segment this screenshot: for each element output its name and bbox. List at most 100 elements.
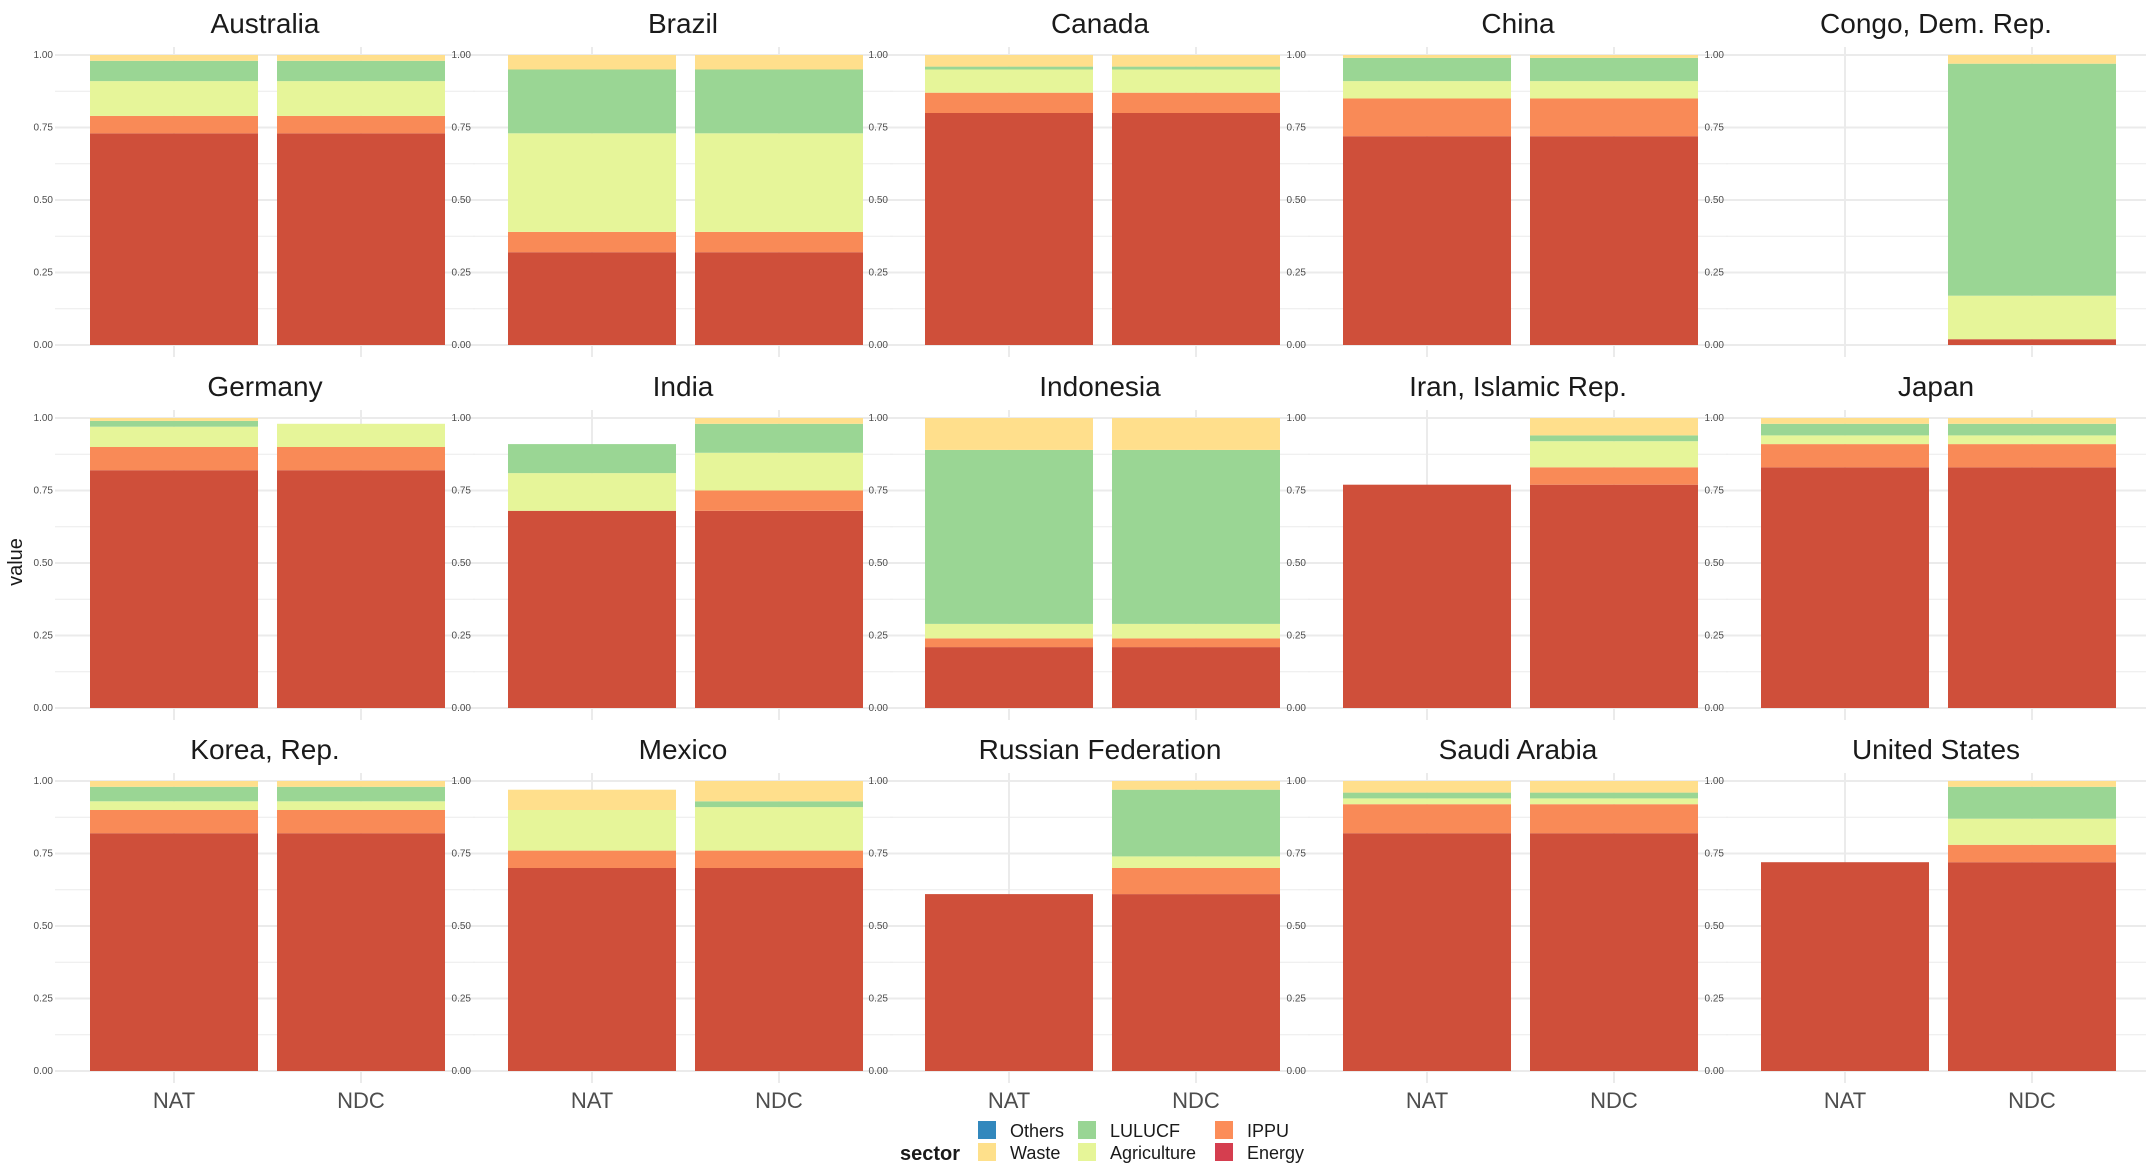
facet-panels: Australia 0.00 0.25 0.50 0.75 1.00 Brazil 0.00 0… <box>34 8 2146 1083</box>
bar-segment-energy <box>925 113 1093 345</box>
y-tick-label: 0.50 <box>869 921 889 932</box>
facet-panel: United States 0.00 0.25 0.50 0.75 1.00 <box>1705 734 2146 1083</box>
x-axis-labels: NAT NDC NAT NDC NAT NDC NAT NDC NAT NDC <box>153 1088 2056 1113</box>
y-tick-label: 0.25 <box>34 631 54 642</box>
facet-title: Brazil <box>648 8 718 39</box>
bar-segment-energy <box>1343 833 1511 1071</box>
bar-segment-lulucf <box>1948 63 2116 296</box>
facet-title: China <box>1481 8 1555 39</box>
bar-segment-agriculture <box>1112 623 1280 639</box>
facet-title: Russian Federation <box>979 734 1222 765</box>
bar-segment-lulucf <box>1530 57 1698 82</box>
facet-panel: Saudi Arabia 0.00 0.25 0.50 0.75 1.00 <box>1287 734 1728 1083</box>
y-tick-label: 1.00 <box>1287 413 1307 424</box>
bar-segment-ippu <box>1948 844 2116 863</box>
bar-segment-ippu <box>695 850 863 868</box>
facet-title: Korea, Rep. <box>190 734 339 765</box>
bar-segment-agriculture <box>90 426 258 447</box>
y-tick-label: 0.75 <box>34 486 54 497</box>
bar-segment-energy <box>1530 136 1698 345</box>
bar-segment-energy <box>1948 467 2116 708</box>
legend-label: Others <box>1010 1121 1064 1141</box>
y-tick-label: 0.25 <box>1705 631 1725 642</box>
bar-segment-waste <box>90 418 258 421</box>
y-tick-label: 0.00 <box>869 1066 889 1077</box>
y-tick-label: 0.75 <box>452 849 472 860</box>
bar-segment-agriculture <box>695 452 863 491</box>
bar-segment-agriculture <box>1948 295 2116 340</box>
facet-title: Canada <box>1051 8 1150 39</box>
y-tick-label: 0.25 <box>1287 994 1307 1005</box>
y-tick-label: 0.50 <box>452 195 472 206</box>
y-tick-label: 1.00 <box>869 50 889 61</box>
facet-panel: Korea, Rep. 0.00 0.25 0.50 0.75 1.00 <box>34 734 475 1083</box>
bar-segment-waste <box>1948 418 2116 424</box>
y-tick-label: 1.00 <box>1705 50 1725 61</box>
y-tick-label: 0.00 <box>452 1066 472 1077</box>
bar-segment-lulucf <box>695 423 863 453</box>
y-tick-label: 0.75 <box>1705 486 1725 497</box>
bar-segment-agriculture <box>1112 69 1280 93</box>
bar-segment-waste <box>277 55 445 61</box>
bar-segment-waste <box>90 55 258 61</box>
bar-segment-lulucf <box>90 60 258 82</box>
bar-segment-agriculture <box>1112 856 1280 868</box>
bar-segment-energy <box>1343 136 1511 345</box>
bar-segment-lulucf <box>1530 435 1698 442</box>
bar-segment-ippu <box>695 490 863 511</box>
x-tick-label: NDC <box>337 1088 385 1113</box>
bar-segment-agriculture <box>1948 435 2116 445</box>
bar-segment-waste <box>508 789 676 810</box>
facet-panel: Japan 0.00 0.25 0.50 0.75 1.00 <box>1705 371 2146 720</box>
bar-segment-ippu <box>1530 804 1698 834</box>
y-tick-label: 1.00 <box>1287 50 1307 61</box>
bar-segment-energy <box>1112 894 1280 1071</box>
bar-segment-agriculture <box>925 623 1093 639</box>
y-tick-label: 1.00 <box>1287 776 1307 787</box>
y-tick-label: 0.00 <box>1287 1066 1307 1077</box>
bar-segment-lulucf <box>925 66 1093 70</box>
y-tick-label: 0.50 <box>1705 558 1725 569</box>
bar-segment-energy <box>1761 467 1929 708</box>
y-tick-label: 0.25 <box>1705 994 1725 1005</box>
y-tick-label: 0.50 <box>452 558 472 569</box>
legend-label: Waste <box>1010 1143 1060 1163</box>
bar-segment-energy <box>90 833 258 1071</box>
facet-panel: Russian Federation 0.00 0.25 0.50 0.75 1.00 <box>869 734 1310 1083</box>
bar-segment-lulucf <box>277 60 445 82</box>
legend-label: Agriculture <box>1110 1143 1196 1163</box>
facet-title: Mexico <box>639 734 728 765</box>
bar-segment-agriculture <box>1530 81 1698 99</box>
y-tick-label: 0.00 <box>869 703 889 714</box>
bar-segment-ippu <box>1761 444 1929 468</box>
bar-segment-agriculture <box>1948 818 2116 845</box>
y-tick-label: 0.00 <box>452 340 472 351</box>
y-tick-label: 0.50 <box>34 558 54 569</box>
bar-segment-energy <box>695 252 863 345</box>
bar-segment-ippu <box>277 810 445 834</box>
bar-segment-agriculture <box>1343 798 1511 805</box>
y-tick-label: 0.50 <box>452 921 472 932</box>
bar-segment-agriculture <box>277 801 445 810</box>
legend-swatch <box>1078 1143 1096 1161</box>
bar-segment-agriculture <box>1761 435 1929 445</box>
bar-segment-lulucf <box>695 801 863 808</box>
bar-segment-ippu <box>1112 868 1280 895</box>
bar-segment-energy <box>1948 862 2116 1071</box>
y-tick-label: 1.00 <box>452 776 472 787</box>
facet-title: Australia <box>211 8 320 39</box>
y-tick-label: 0.25 <box>1705 268 1725 279</box>
bar-segment-energy <box>508 510 676 708</box>
facet-panel: Indonesia 0.00 0.25 0.50 0.75 1.00 <box>869 371 1310 720</box>
bar-segment-energy <box>1343 484 1511 708</box>
y-tick-label: 1.00 <box>34 413 54 424</box>
bar-segment-waste <box>1343 55 1511 58</box>
bar-segment-ippu <box>277 447 445 471</box>
bar-segment-ippu <box>1530 98 1698 137</box>
y-tick-label: 0.75 <box>1705 849 1725 860</box>
y-tick-label: 1.00 <box>1705 776 1725 787</box>
bar-segment-energy <box>1530 833 1698 1071</box>
y-tick-label: 0.75 <box>1287 849 1307 860</box>
bar-segment-agriculture <box>695 133 863 232</box>
